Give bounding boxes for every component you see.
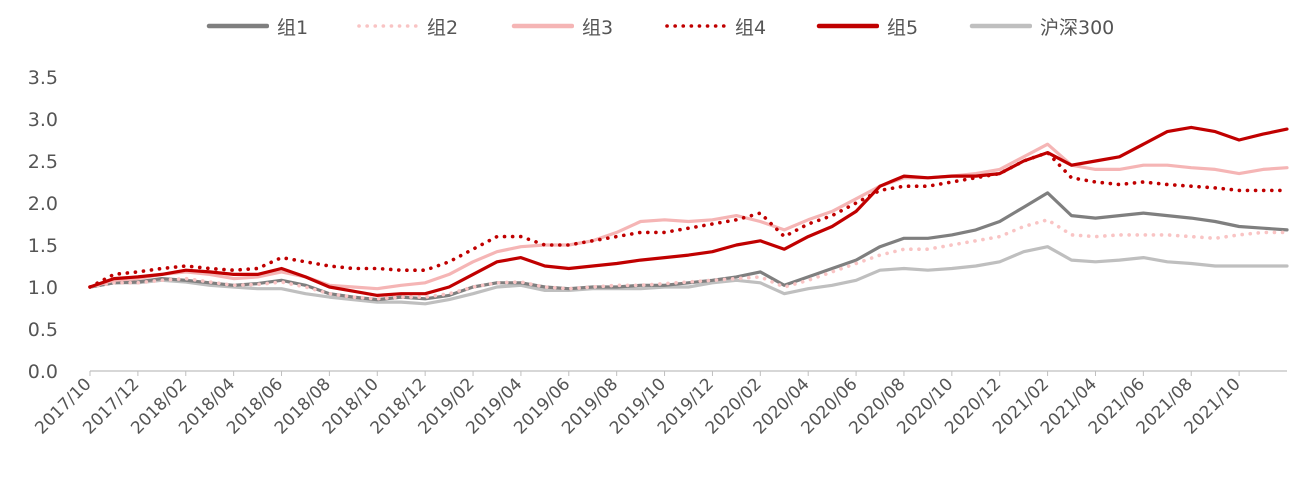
y-tick-label: 3.0 (28, 109, 58, 131)
series-line-2 (88, 142, 1289, 291)
series-line-3 (88, 150, 1289, 289)
legend-item: 组3 (510, 10, 613, 42)
y-tick-label: 1.0 (28, 277, 58, 299)
legend-item: 组5 (815, 10, 918, 42)
legend-swatch (665, 24, 727, 28)
series-line-5 (88, 245, 1289, 306)
y-tick-label: 2.0 (28, 193, 58, 215)
series-line-0 (88, 191, 1289, 302)
y-tick-label: 0.0 (28, 361, 58, 383)
legend-swatch (357, 24, 419, 28)
legend-label: 组3 (582, 16, 614, 39)
legend-swatch (511, 23, 574, 29)
legend-swatch (969, 23, 1032, 29)
legend-item: 组1 (205, 10, 308, 42)
legend-label: 沪深300 (1040, 16, 1115, 39)
legend-item: 组2 (355, 10, 458, 42)
legend-label: 组2 (427, 16, 459, 39)
legend-label: 组1 (277, 16, 309, 39)
legend-swatch (206, 23, 269, 29)
y-tick-label: 3.5 (28, 67, 58, 89)
series-line-4 (88, 125, 1289, 297)
y-tick-label: 2.5 (28, 151, 58, 173)
series-line-1 (88, 218, 1289, 301)
legend-item: 沪深300 (968, 10, 1114, 42)
y-tick-label: 0.5 (28, 319, 58, 341)
y-tick-label: 1.5 (28, 235, 58, 257)
legend-label: 组4 (735, 16, 767, 39)
legend-label: 组5 (887, 16, 919, 39)
legend-swatch (816, 23, 879, 29)
legend-item: 组4 (663, 10, 766, 42)
